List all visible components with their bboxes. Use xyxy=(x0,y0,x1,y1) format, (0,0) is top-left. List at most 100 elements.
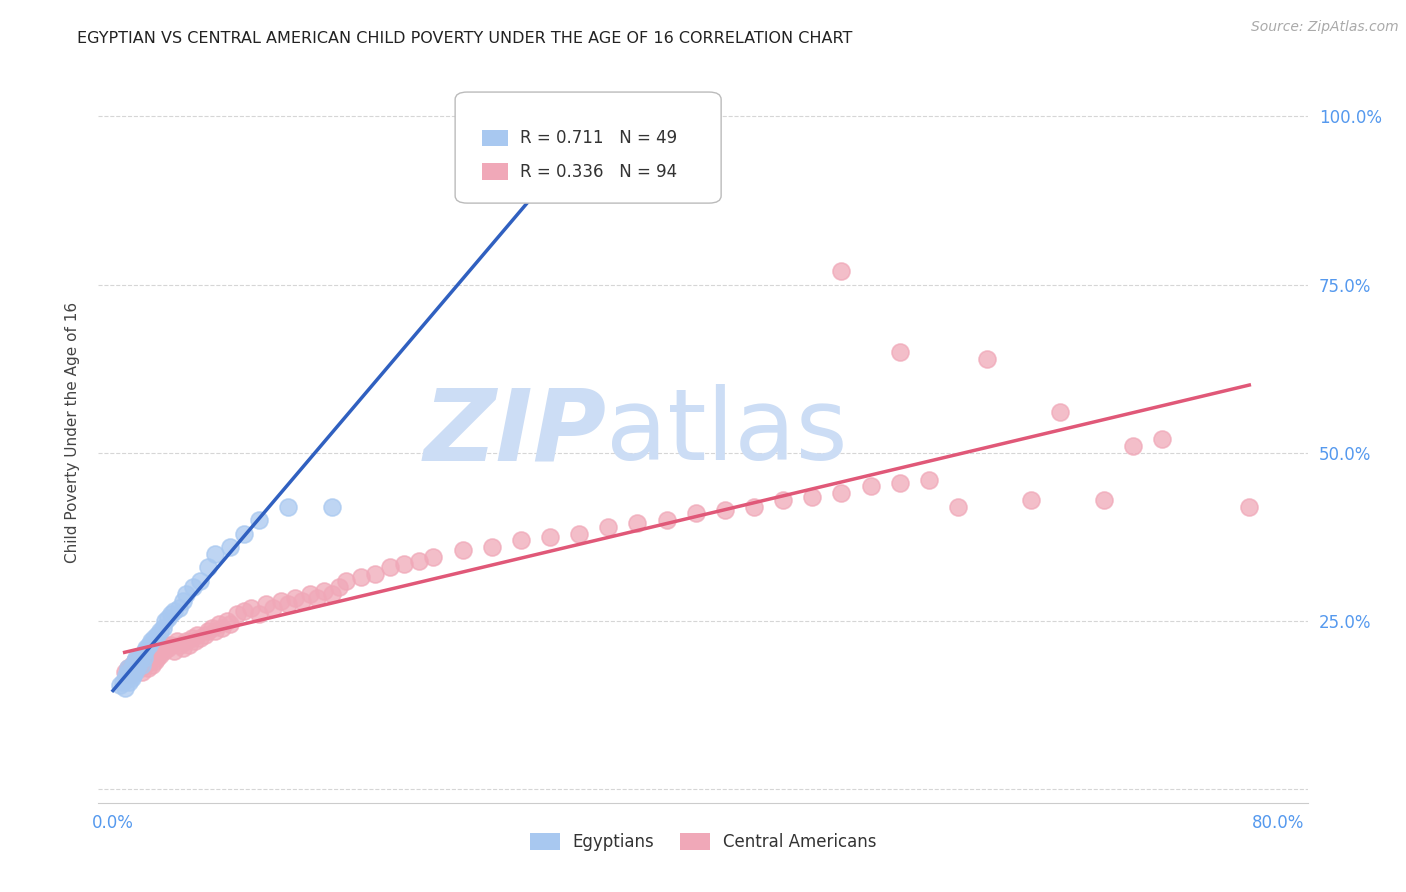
Point xyxy=(830,264,852,278)
Point xyxy=(142,648,165,662)
Point xyxy=(538,530,561,544)
Point xyxy=(350,570,373,584)
Point xyxy=(321,587,343,601)
Point xyxy=(131,648,153,662)
Point xyxy=(174,587,197,601)
Point xyxy=(277,597,299,611)
Point xyxy=(166,634,188,648)
Point xyxy=(183,634,205,648)
Point xyxy=(122,657,145,672)
Point xyxy=(291,594,314,608)
Point xyxy=(218,617,240,632)
Point xyxy=(157,640,180,655)
Point xyxy=(124,665,146,679)
Text: R = 0.711   N = 49: R = 0.711 N = 49 xyxy=(520,129,678,147)
Point xyxy=(128,651,150,665)
Point xyxy=(218,540,240,554)
Point xyxy=(134,644,156,658)
Point xyxy=(118,674,141,689)
Point xyxy=(190,631,212,645)
Point xyxy=(128,655,150,669)
Point xyxy=(201,621,224,635)
Point xyxy=(121,671,143,685)
Point xyxy=(120,668,142,682)
Point xyxy=(918,473,941,487)
Point xyxy=(120,665,142,679)
Point xyxy=(177,638,200,652)
Point xyxy=(122,665,145,679)
Point xyxy=(314,583,336,598)
Point xyxy=(124,655,146,669)
Point xyxy=(160,607,183,622)
Point xyxy=(204,547,226,561)
Point xyxy=(134,657,156,672)
Point xyxy=(481,540,503,554)
Point xyxy=(394,557,416,571)
Point xyxy=(149,624,172,639)
Point xyxy=(135,640,157,655)
Point xyxy=(240,600,263,615)
Point xyxy=(197,560,219,574)
Point xyxy=(422,550,444,565)
Point xyxy=(127,657,149,672)
Point xyxy=(197,624,219,639)
Text: ZIP: ZIP xyxy=(423,384,606,481)
Point xyxy=(946,500,969,514)
Point xyxy=(110,678,132,692)
Point xyxy=(233,526,256,541)
Bar xyxy=(482,163,509,180)
Point xyxy=(157,611,180,625)
Point xyxy=(598,520,620,534)
FancyBboxPatch shape xyxy=(456,92,721,203)
Point xyxy=(139,651,162,665)
Point xyxy=(117,661,139,675)
Point xyxy=(131,657,153,672)
Point xyxy=(122,668,145,682)
Point xyxy=(120,668,142,682)
Point xyxy=(321,500,343,514)
Point xyxy=(859,479,882,493)
Point xyxy=(1092,492,1115,507)
Point xyxy=(112,674,135,689)
Point xyxy=(121,661,143,675)
Point xyxy=(976,351,998,366)
Point xyxy=(298,587,321,601)
Point xyxy=(121,657,143,672)
Point xyxy=(180,631,202,645)
Point xyxy=(568,526,591,541)
Point xyxy=(364,566,387,581)
Point xyxy=(1150,433,1173,447)
Point xyxy=(129,651,152,665)
Point xyxy=(117,665,139,679)
Point xyxy=(155,614,177,628)
Point xyxy=(225,607,247,622)
Point xyxy=(132,651,155,665)
Point xyxy=(129,661,152,675)
Point xyxy=(1122,439,1144,453)
Point xyxy=(114,681,136,696)
Point xyxy=(139,634,162,648)
Point xyxy=(127,657,149,672)
Point xyxy=(655,513,678,527)
Bar xyxy=(482,130,509,146)
Point xyxy=(247,513,270,527)
Point xyxy=(254,597,277,611)
Point xyxy=(1019,492,1042,507)
Point xyxy=(138,638,160,652)
Point xyxy=(714,503,737,517)
Point xyxy=(190,574,212,588)
Y-axis label: Child Poverty Under the Age of 16: Child Poverty Under the Age of 16 xyxy=(65,302,80,563)
Point xyxy=(194,627,217,641)
Point xyxy=(115,668,138,682)
Point xyxy=(125,651,148,665)
Point xyxy=(160,638,183,652)
Point xyxy=(181,581,204,595)
Point xyxy=(132,655,155,669)
Point xyxy=(141,657,163,672)
Point xyxy=(152,621,174,635)
Point xyxy=(305,591,328,605)
Point xyxy=(277,500,299,514)
Point xyxy=(451,543,474,558)
Point xyxy=(174,634,197,648)
Point xyxy=(509,533,531,548)
